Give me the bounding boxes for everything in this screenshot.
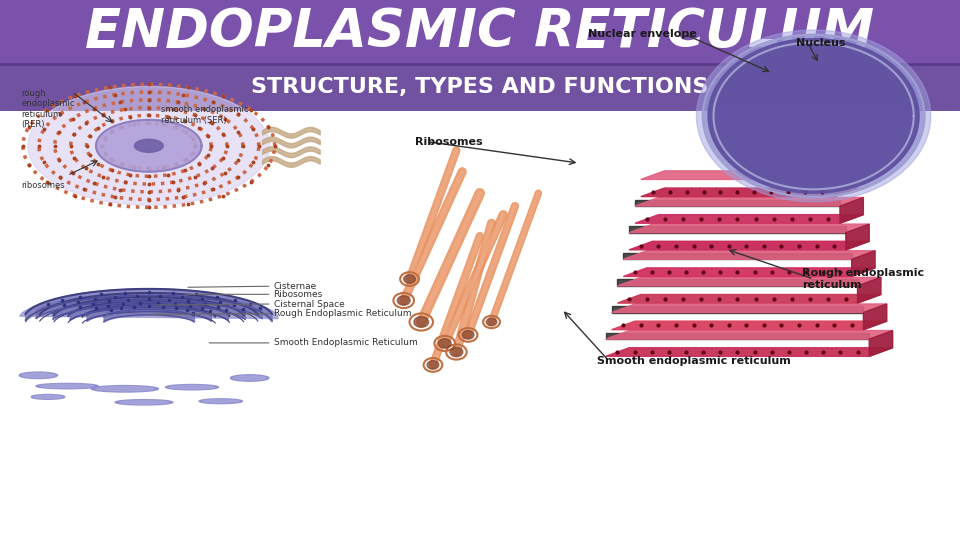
Ellipse shape bbox=[34, 395, 62, 399]
Polygon shape bbox=[641, 171, 857, 179]
Ellipse shape bbox=[200, 399, 242, 404]
Text: Nuclear envelope: Nuclear envelope bbox=[588, 29, 697, 39]
FancyBboxPatch shape bbox=[0, 64, 960, 111]
Ellipse shape bbox=[36, 383, 99, 389]
Text: smooth endoplasmic
reticulum (SER): smooth endoplasmic reticulum (SER) bbox=[161, 105, 249, 125]
Circle shape bbox=[487, 318, 496, 326]
Polygon shape bbox=[852, 251, 876, 276]
Polygon shape bbox=[28, 86, 270, 205]
Ellipse shape bbox=[19, 372, 58, 379]
Ellipse shape bbox=[119, 401, 169, 404]
Ellipse shape bbox=[170, 386, 214, 389]
Text: Cisternal Space: Cisternal Space bbox=[274, 300, 345, 308]
Text: Cisternae: Cisternae bbox=[274, 282, 317, 291]
Polygon shape bbox=[96, 120, 202, 172]
Polygon shape bbox=[869, 330, 893, 356]
Polygon shape bbox=[697, 30, 931, 202]
Polygon shape bbox=[708, 39, 919, 193]
Polygon shape bbox=[606, 348, 893, 356]
Polygon shape bbox=[134, 139, 163, 152]
Polygon shape bbox=[26, 289, 272, 322]
Circle shape bbox=[438, 339, 451, 348]
Polygon shape bbox=[617, 278, 881, 286]
Text: Nucleus: Nucleus bbox=[796, 38, 846, 48]
Polygon shape bbox=[635, 214, 863, 223]
Ellipse shape bbox=[165, 384, 219, 390]
Circle shape bbox=[414, 316, 428, 327]
Polygon shape bbox=[612, 304, 887, 313]
Circle shape bbox=[397, 296, 410, 305]
Ellipse shape bbox=[96, 387, 154, 391]
Circle shape bbox=[427, 361, 439, 369]
Text: STRUCTURE, TYPES AND FUNCTIONS: STRUCTURE, TYPES AND FUNCTIONS bbox=[252, 77, 708, 97]
Ellipse shape bbox=[22, 373, 55, 377]
FancyBboxPatch shape bbox=[0, 0, 960, 64]
Polygon shape bbox=[617, 280, 857, 286]
Polygon shape bbox=[629, 241, 869, 250]
Circle shape bbox=[450, 347, 463, 357]
Polygon shape bbox=[708, 39, 919, 193]
Polygon shape bbox=[641, 188, 857, 197]
Ellipse shape bbox=[40, 384, 94, 388]
Polygon shape bbox=[846, 224, 869, 250]
Polygon shape bbox=[635, 200, 840, 206]
Circle shape bbox=[404, 275, 416, 284]
Polygon shape bbox=[606, 333, 869, 339]
Polygon shape bbox=[635, 198, 863, 206]
Text: ENDOPLASMIC RETICULUM: ENDOPLASMIC RETICULUM bbox=[85, 6, 875, 58]
Text: Smooth Endoplasmic Reticulum: Smooth Endoplasmic Reticulum bbox=[274, 339, 418, 347]
Ellipse shape bbox=[91, 386, 158, 392]
Ellipse shape bbox=[203, 400, 239, 403]
Circle shape bbox=[463, 330, 474, 339]
Polygon shape bbox=[606, 330, 893, 339]
Text: ribosomes: ribosomes bbox=[21, 181, 64, 190]
Polygon shape bbox=[623, 253, 852, 259]
Polygon shape bbox=[623, 251, 876, 259]
Polygon shape bbox=[629, 226, 846, 233]
Polygon shape bbox=[612, 306, 863, 313]
Text: Ribosomes: Ribosomes bbox=[416, 137, 483, 147]
Polygon shape bbox=[863, 304, 887, 330]
Ellipse shape bbox=[230, 375, 269, 381]
Polygon shape bbox=[840, 198, 863, 223]
Text: Ribosomes: Ribosomes bbox=[274, 290, 323, 299]
Ellipse shape bbox=[115, 400, 173, 405]
Polygon shape bbox=[857, 278, 881, 303]
Text: Rough endoplasmic
reticulum: Rough endoplasmic reticulum bbox=[802, 268, 924, 290]
Ellipse shape bbox=[31, 394, 64, 400]
Polygon shape bbox=[629, 224, 869, 233]
Text: rough
endoplasmic
reticulum
(RER): rough endoplasmic reticulum (RER) bbox=[21, 89, 75, 129]
Ellipse shape bbox=[233, 376, 266, 380]
Text: Smooth endoplasmic reticulum: Smooth endoplasmic reticulum bbox=[597, 356, 791, 366]
Polygon shape bbox=[834, 171, 857, 197]
Polygon shape bbox=[612, 321, 887, 330]
Polygon shape bbox=[703, 35, 924, 198]
Polygon shape bbox=[623, 268, 876, 276]
Polygon shape bbox=[20, 293, 277, 319]
Polygon shape bbox=[617, 294, 881, 303]
Text: Rough Endoplasmic Reticulum: Rough Endoplasmic Reticulum bbox=[274, 309, 411, 318]
